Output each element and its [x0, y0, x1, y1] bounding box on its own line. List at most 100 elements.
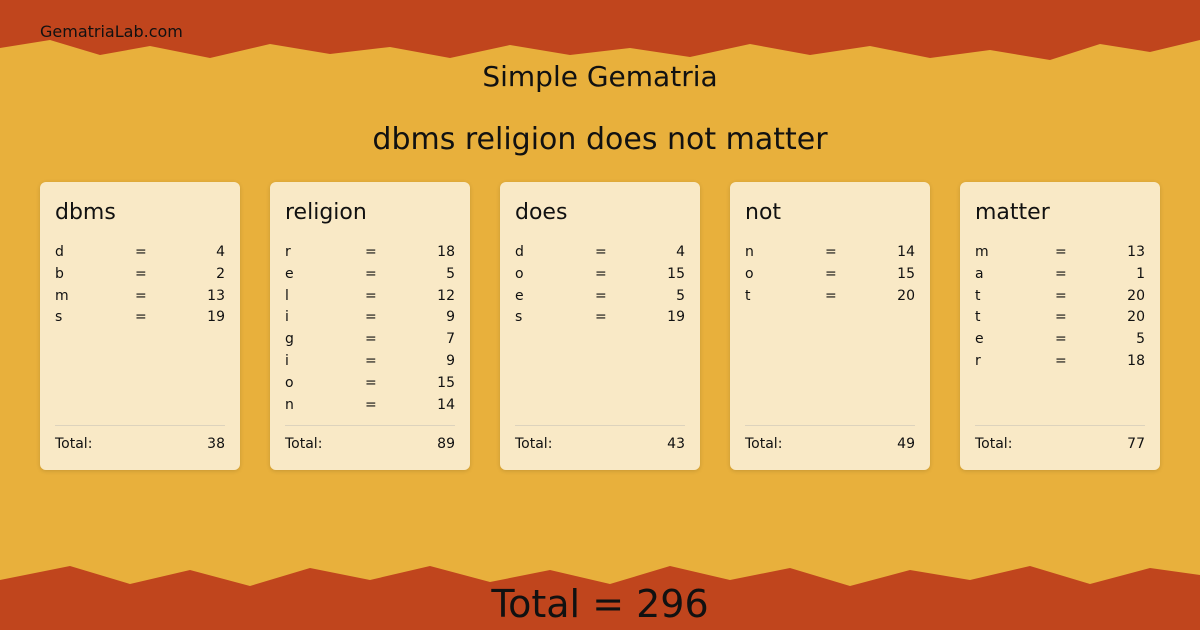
letter-row: i = 9: [285, 309, 455, 331]
equals-sign: =: [1055, 309, 1067, 326]
letter-row: e = 5: [515, 288, 685, 310]
equals-sign: =: [595, 244, 607, 260]
word-card: does d = 4 o = 15 e = 5 s = 19 Total: 43: [500, 182, 700, 470]
letter-value: 5: [446, 265, 455, 282]
letter: m: [975, 244, 989, 260]
letter: s: [515, 309, 523, 326]
total-label: Total:: [745, 436, 783, 452]
letter: a: [975, 265, 984, 282]
letter: e: [975, 331, 984, 348]
letter-value: 4: [676, 244, 685, 260]
letter-value: 19: [207, 309, 225, 326]
equals-sign: =: [1055, 353, 1067, 369]
letter-value: 15: [667, 265, 685, 282]
letter: n: [745, 244, 754, 260]
letter-value: 14: [437, 396, 455, 413]
letter-value: 15: [897, 265, 915, 282]
letter-value: 12: [437, 287, 455, 304]
letter-value: 9: [446, 309, 455, 326]
equals-sign: =: [365, 331, 377, 348]
letter-row: n = 14: [745, 244, 915, 266]
letter-value: 13: [207, 287, 225, 304]
letter: r: [975, 353, 981, 369]
letter-row: o = 15: [515, 266, 685, 288]
divider: [55, 425, 225, 426]
equals-sign: =: [595, 287, 607, 304]
divider: [975, 425, 1145, 426]
letter-row: i = 9: [285, 353, 455, 375]
letter-value: 2: [216, 265, 225, 282]
letter-row: g = 7: [285, 331, 455, 353]
letter-row: t = 20: [975, 309, 1145, 331]
equals-sign: =: [365, 265, 377, 282]
letter: m: [55, 287, 69, 304]
equals-sign: =: [1055, 331, 1067, 348]
total-value: 43: [667, 436, 685, 452]
letter-value: 18: [437, 244, 455, 260]
total-value: 49: [897, 436, 915, 452]
equals-sign: =: [595, 309, 607, 326]
equals-sign: =: [365, 374, 377, 391]
grand-total: Total = 296: [0, 582, 1200, 626]
total-label: Total:: [285, 436, 323, 452]
equals-sign: =: [1055, 244, 1067, 260]
divider: [285, 425, 455, 426]
equals-sign: =: [365, 244, 377, 260]
grand-total-value: 296: [636, 582, 709, 626]
letter: s: [55, 309, 63, 326]
equals-sign: =: [365, 309, 377, 326]
letter: t: [745, 287, 751, 304]
bottom-band: [0, 566, 1200, 630]
letter: d: [515, 244, 524, 260]
site-name: GematriaLab.com: [40, 22, 183, 41]
equals-sign: =: [365, 287, 377, 304]
letter-value: 20: [1127, 287, 1145, 304]
word: dbms: [55, 200, 116, 225]
equals-sign: =: [365, 396, 377, 413]
letter-row: d = 4: [55, 244, 225, 266]
total-label: Total:: [975, 436, 1013, 452]
letter: t: [975, 309, 981, 326]
letter-row: t = 20: [745, 288, 915, 310]
letter-value: 19: [667, 309, 685, 326]
letter: r: [285, 244, 291, 260]
word-total: Total: 38: [55, 436, 225, 452]
letter-value: 14: [897, 244, 915, 260]
equals-sign: =: [135, 265, 147, 282]
letter-value: 18: [1127, 353, 1145, 369]
letter: o: [515, 265, 524, 282]
letter-value: 9: [446, 353, 455, 369]
letter-row: m = 13: [55, 288, 225, 310]
equals-sign: =: [595, 265, 607, 282]
letter-value: 13: [1127, 244, 1145, 260]
word-card: dbms d = 4 b = 2 m = 13 s = 19 Total: 38: [40, 182, 240, 470]
total-value: 77: [1127, 436, 1145, 452]
letter-value: 15: [437, 374, 455, 391]
equals-sign: =: [135, 244, 147, 260]
word-total: Total: 77: [975, 436, 1145, 452]
equals-sign: =: [825, 244, 837, 260]
total-value: 89: [437, 436, 455, 452]
letter-row: e = 5: [975, 331, 1145, 353]
grand-total-label: Total: [491, 582, 581, 626]
word-card: religion r = 18 e = 5 l = 12 i = 9 g = 7 i = 9 o = 15 n = 14 Tota…: [270, 182, 470, 470]
letter-row: b = 2: [55, 266, 225, 288]
letter-row: s = 19: [55, 309, 225, 331]
word-card: not n = 14 o = 15 t = 20 Total: 49: [730, 182, 930, 470]
equals-sign: =: [135, 309, 147, 326]
letter-value: 20: [1127, 309, 1145, 326]
letter: t: [975, 287, 981, 304]
letter: o: [285, 374, 294, 391]
letter: b: [55, 265, 64, 282]
word-total: Total: 89: [285, 436, 455, 452]
word-total: Total: 49: [745, 436, 915, 452]
word: religion: [285, 200, 367, 225]
letter-row: l = 12: [285, 288, 455, 310]
letter: o: [745, 265, 754, 282]
letter: e: [515, 287, 524, 304]
letter-row: o = 15: [745, 266, 915, 288]
equals-sign: =: [365, 353, 377, 369]
letter-value: 4: [216, 244, 225, 260]
equals-sign: =: [825, 287, 837, 304]
